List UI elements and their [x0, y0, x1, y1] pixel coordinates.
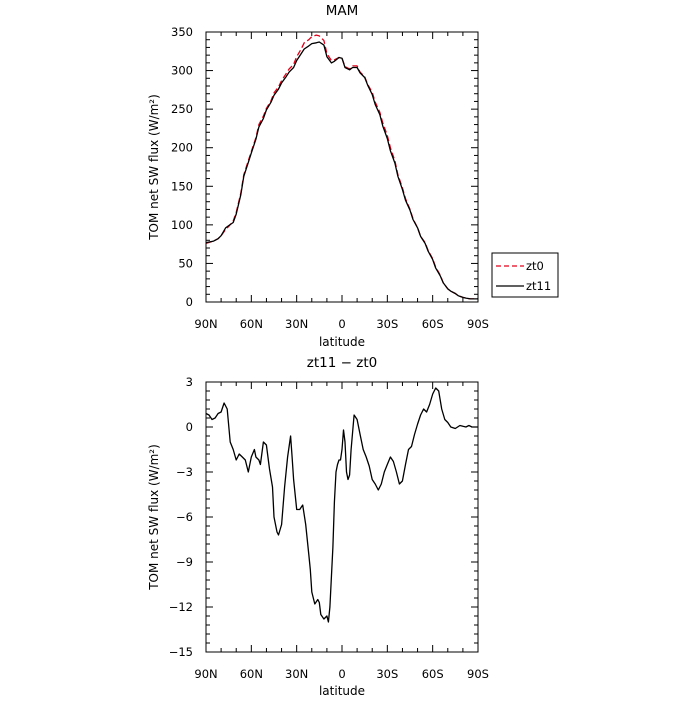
chart-top: MAM 90N 60N 30N 0 30S 60S 90S 0 50 100 150 200 250 30…	[147, 3, 559, 349]
chart-title: zt11 − zt0	[307, 355, 377, 371]
y-tick-label: −6	[176, 510, 193, 524]
y-tick-label: 300	[171, 64, 193, 78]
y-tick-label: 250	[171, 102, 193, 116]
legend: zt0 zt11	[491, 252, 559, 298]
y-tick-label: 350	[171, 25, 193, 39]
y-tick-label: 50	[178, 256, 193, 270]
chart-title: MAM	[326, 3, 359, 19]
legend-box	[491, 252, 559, 298]
x-tick-label: 30N	[285, 667, 308, 681]
x-tick-label: 90S	[467, 667, 489, 681]
x-tick-label: 60S	[422, 317, 444, 331]
series-line-0	[205, 387, 478, 623]
y-axis-label: TOM net SW flux (W/m²)	[147, 444, 161, 591]
x-tick-label: 90N	[194, 317, 217, 331]
y-tick-label: −9	[176, 555, 193, 569]
y-tick-label: −3	[176, 465, 193, 479]
legend-label-zt11: zt11	[526, 279, 551, 293]
chart-bottom: zt11 − zt0 90N 60N 30N 0 30S 60S 90S 3 0 −3 −6 −9 −1…	[147, 355, 489, 698]
x-tick-label: 60N	[240, 317, 263, 331]
x-tick-label: 30S	[376, 667, 398, 681]
y-tick-label: 0	[186, 295, 193, 309]
plot-frame	[205, 31, 479, 303]
y-tick-label: 150	[171, 179, 193, 193]
series-group	[205, 387, 478, 623]
x-tick-label: 30S	[376, 317, 398, 331]
tick-labels: 90N 60N 30N 0 30S 60S 90S 3 0 −3 −6 −9 −12 −15	[169, 375, 489, 681]
x-tick-label: 60N	[240, 667, 263, 681]
y-tick-label: −15	[169, 645, 193, 659]
x-tick-label: 0	[338, 317, 345, 331]
tick-labels: 90N 60N 30N 0 30S 60S 90S 0 50 100 150 200 250 300 350	[171, 25, 489, 331]
y-tick-label: 100	[171, 218, 193, 232]
x-tick-label: 30N	[285, 317, 308, 331]
y-axis-label: TOM net SW flux (W/m²)	[147, 94, 161, 241]
y-tick-label: 0	[186, 420, 193, 434]
x-tick-label: 90S	[467, 317, 489, 331]
y-tick-label: 200	[171, 141, 193, 155]
series-group	[205, 34, 478, 300]
legend-label-zt0: zt0	[526, 259, 544, 273]
x-axis-label: latitude	[319, 684, 365, 698]
x-tick-label: 90N	[194, 667, 217, 681]
y-tick-label: 3	[186, 375, 193, 389]
x-axis-label: latitude	[319, 335, 365, 349]
y-tick-label: −12	[169, 600, 193, 614]
series-line-zt11	[205, 41, 478, 300]
ticks	[205, 381, 479, 653]
x-tick-label: 0	[338, 667, 345, 681]
plot-frame	[205, 381, 479, 653]
x-tick-label: 60S	[422, 667, 444, 681]
